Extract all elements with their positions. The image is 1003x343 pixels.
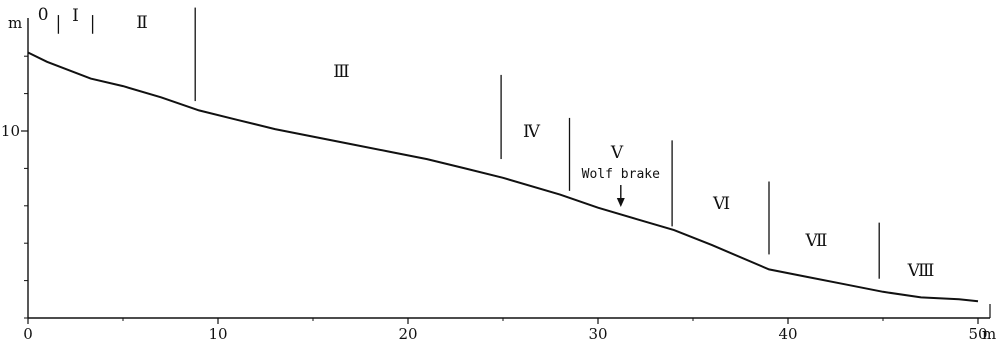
zone-label-3: Ⅲ [333,62,349,82]
zone-boundaries [57,7,880,279]
x-tick-label-0: 0 [23,325,33,343]
x-unit-label: m [982,325,996,343]
zone-label-0: 0 [38,5,49,25]
zone-label-5: Ⅴ [610,143,624,163]
x-tick-label-50: 50 [968,325,987,343]
annotations: Wolf brake [582,167,660,207]
x-tick-label-20: 20 [398,325,417,343]
zone-label-4: Ⅳ [523,122,541,142]
zone-label-6: Ⅵ [712,194,730,214]
y-tick-label-10: 10 [1,122,20,140]
profile-series [27,51,979,303]
annotation-arrow-head-0 [616,198,625,207]
zone-label-2: Ⅱ [136,13,148,33]
x-tick-label-10: 10 [208,325,227,343]
profile-line-0 [27,51,979,303]
zone-labels: 0 Ⅰ Ⅱ Ⅲ Ⅳ Ⅴ Ⅵ Ⅶ Ⅷ [38,5,935,281]
axes [27,18,990,319]
zone-label-8: Ⅷ [907,261,935,281]
annotation-0: Wolf brake [582,167,660,182]
x-tick-label-30: 30 [588,325,607,343]
zone-label-7: Ⅶ [805,231,828,251]
y-unit-label: m [8,14,22,32]
x-tick-label-40: 40 [778,325,797,343]
zone-label-1: Ⅰ [72,6,79,26]
